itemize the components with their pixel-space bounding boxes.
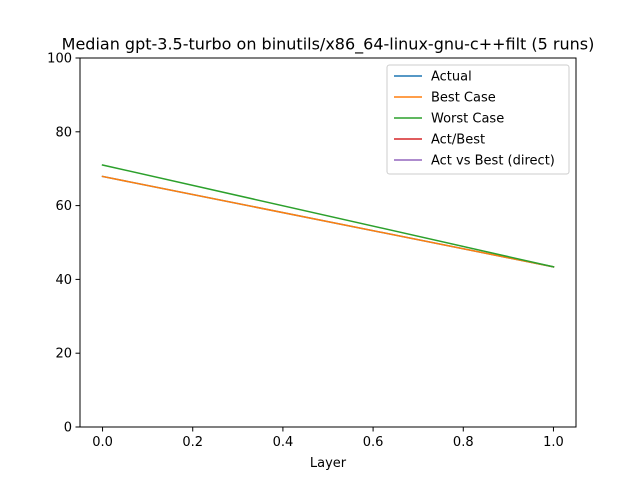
x-tick-label: 0.0 [92,435,113,450]
x-tick-label: 0.8 [453,435,474,450]
x-axis: 0.0 0.2 0.4 0.6 0.8 1.0 [92,427,564,450]
legend: Actual Best Case Worst Case Act/Best Act vs … [386,64,570,175]
y-tick-label: 100 [47,52,72,67]
y-tick-label: 80 [55,125,72,140]
chart-title: Median gpt-3.5-turbo on binutils/x86_64-… [62,35,595,55]
x-axis-label: Layer [310,456,347,471]
y-tick-label: 40 [55,273,72,288]
legend-label: Actual [431,70,472,85]
legend-label: Worst Case [431,112,504,127]
x-tick-label: 0.2 [182,435,203,450]
legend-box [386,64,570,175]
legend-label: Act/Best [431,133,485,148]
y-tick-label: 60 [55,199,72,214]
series-line-2 [101,164,555,268]
legend-label: Best Case [431,91,496,106]
y-tick-label: 0 [64,421,72,436]
series-line-1 [101,175,555,268]
x-tick-label: 1.0 [543,435,564,450]
plot-frame [79,57,577,428]
x-tick-label: 0.4 [273,435,294,450]
plot-series [101,164,555,268]
legend-label: Act vs Best (direct) [431,154,555,169]
y-tick-label: 20 [55,347,72,362]
y-axis: 0 20 40 60 80 100 [47,52,80,436]
x-tick-label: 0.6 [363,435,384,450]
